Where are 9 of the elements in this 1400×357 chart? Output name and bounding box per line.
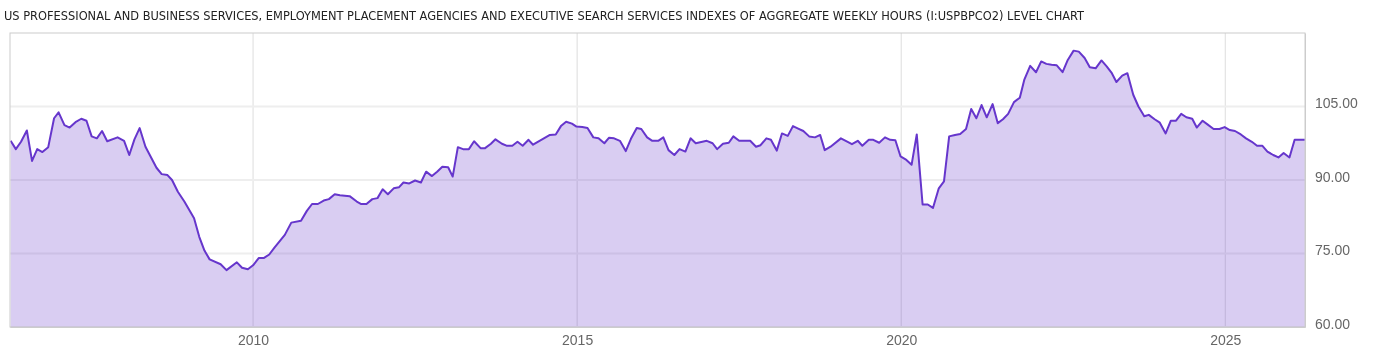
x-tick-label: 2025 [1210, 331, 1242, 348]
chart-title: US PROFESSIONAL AND BUSINESS SERVICES, EMPLOYMENT PLACEMENT AGENCIES AND EXECUTIVE SEARCH SERVICES INDEXES OF AGGREGATE WEEKLY HOURS (I:USPBPCO2) LEVEL CHART [4, 8, 1112, 23]
y-tick-label: 60.00 [1315, 315, 1351, 332]
y-tick-label: 105.00 [1315, 95, 1359, 112]
x-tick-label: 2015 [562, 331, 594, 348]
y-tick-label: 90.00 [1315, 168, 1351, 185]
x-tick-label: 2010 [237, 331, 270, 348]
x-tick-label: 2020 [886, 331, 918, 348]
y-tick-label: 75.00 [1315, 242, 1351, 259]
